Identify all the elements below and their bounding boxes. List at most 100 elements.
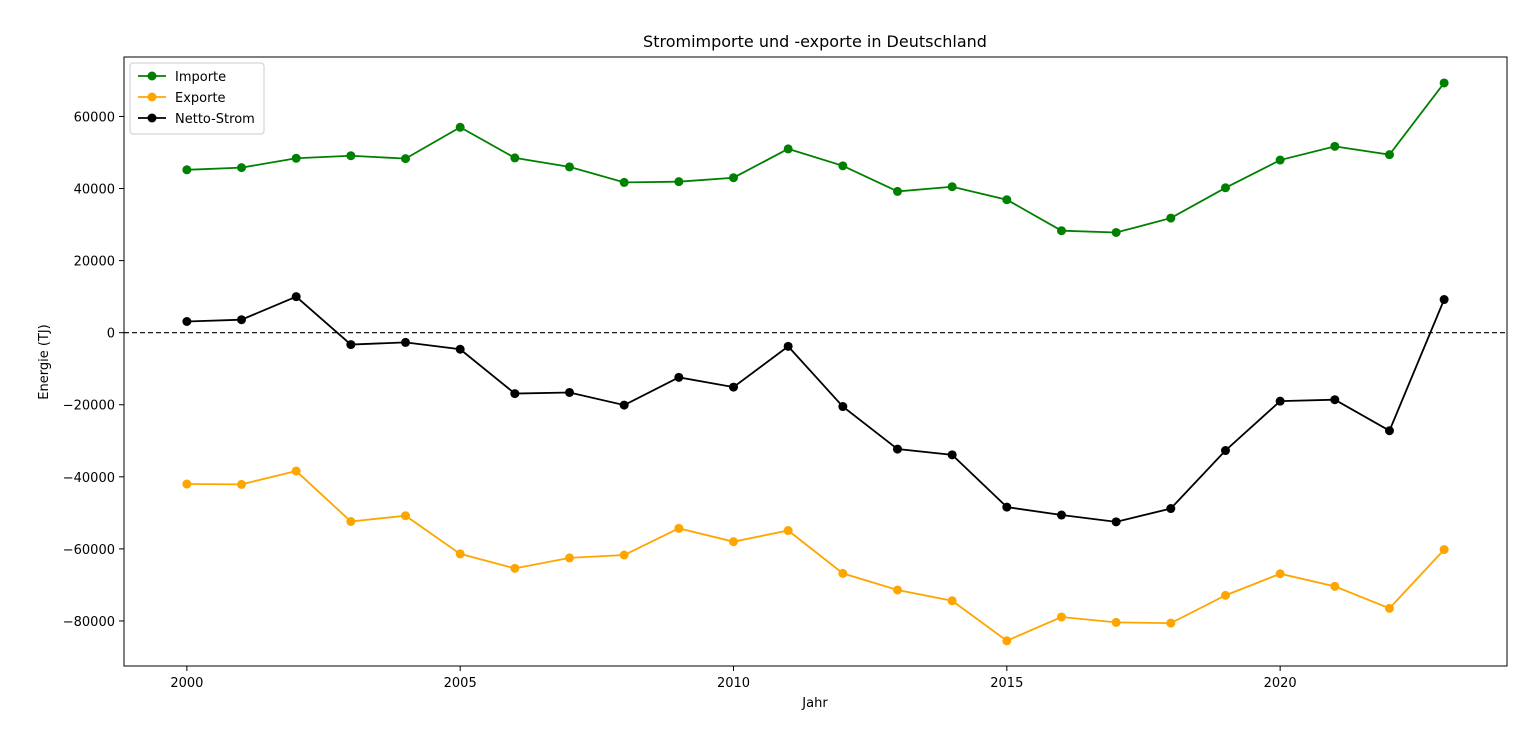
data-point-importe [783,144,793,154]
data-point-importe [565,162,575,172]
data-point-exporte [237,479,247,489]
series-line-exporte [186,470,1445,642]
data-point-importe [729,173,739,183]
data-point-netto-strom [783,341,793,351]
data-point-exporte [1111,617,1121,627]
legend-marker [147,71,157,81]
data-point-importe [1275,155,1285,165]
data-point-netto-strom [947,450,957,460]
x-tick-label: 2010 [717,676,750,691]
x-tick-label: 2020 [1264,676,1297,691]
legend-label: Netto-Strom [175,112,255,127]
data-point-importe [1330,141,1340,151]
data-point-netto-strom [619,400,629,410]
data-point-importe [619,177,629,187]
data-point-exporte [1002,636,1012,646]
data-point-exporte [401,511,411,521]
data-point-importe [1220,183,1230,193]
data-point-importe [346,151,356,161]
legend: Importe Exporte Netto-Strom [129,62,265,135]
y-tick-label: −20000 [63,399,115,414]
data-point-importe [401,154,411,164]
data-point-importe [892,186,902,196]
data-point-importe [1384,150,1394,160]
y-tick-label: −40000 [63,471,115,486]
data-point-importe [455,122,465,132]
data-point-exporte [1384,603,1394,613]
series-line-netto-strom [186,295,1445,523]
data-point-importe [674,177,684,187]
data-point-netto-strom [838,402,848,412]
legend-marker [147,113,157,123]
legend-label: Exporte [175,91,226,106]
data-point-exporte [1220,590,1230,600]
data-point-exporte [346,516,356,526]
data-point-exporte [182,479,192,489]
data-point-netto-strom [1220,446,1230,456]
data-point-netto-strom [510,389,520,399]
data-point-importe [237,163,247,173]
data-point-exporte [892,585,902,595]
data-point-exporte [1056,612,1066,622]
data-point-exporte [455,549,465,559]
data-point-exporte [619,550,629,560]
y-tick-label: 60000 [74,110,115,125]
data-point-exporte [1439,545,1449,555]
data-point-exporte [565,553,575,563]
legend-label: Importe [175,70,226,85]
data-point-importe [947,182,957,192]
data-point-netto-strom [455,344,465,354]
data-point-importe [1056,226,1066,236]
axes-frame [123,56,1508,667]
data-point-netto-strom [346,340,356,350]
y-tick-label: 40000 [74,183,115,198]
data-point-importe [182,165,192,175]
data-point-netto-strom [565,387,575,397]
data-point-importe [291,153,301,163]
y-tick-label: 0 [107,327,115,342]
data-point-netto-strom [1384,426,1394,436]
y-tick-label: 20000 [74,255,115,270]
x-tick-label: 2000 [170,676,203,691]
data-point-netto-strom [1330,395,1340,405]
data-point-importe [1111,227,1121,237]
x-tick-label: 2015 [990,676,1023,691]
data-point-exporte [838,568,848,578]
data-point-netto-strom [1166,504,1176,514]
chart-title: Stromimporte und -exporte in Deutschland [643,32,987,51]
data-point-netto-strom [1002,502,1012,512]
series-line-importe [186,82,1445,234]
x-axis-label: Jahr [801,696,828,711]
data-point-exporte [674,523,684,533]
y-axis-label: Energie (TJ) [37,324,52,399]
data-point-netto-strom [237,315,247,325]
data-point-exporte [729,537,739,547]
data-point-netto-strom [291,292,301,302]
x-tick-label: 2005 [444,676,477,691]
data-point-importe [510,153,520,163]
plot-area: 2000 2005 2010 2015 2020 −80000 −60000 −40000 −2… [63,56,1508,691]
data-point-netto-strom [674,372,684,382]
data-point-netto-strom [1111,517,1121,527]
data-point-exporte [783,526,793,536]
data-point-exporte [1275,569,1285,579]
data-point-netto-strom [182,317,192,327]
data-point-netto-strom [729,382,739,392]
data-point-importe [838,161,848,171]
y-tick-label: −80000 [63,615,115,630]
data-point-exporte [1330,581,1340,591]
data-point-exporte [291,466,301,476]
data-point-importe [1002,195,1012,205]
data-point-netto-strom [892,444,902,454]
legend-box [129,62,265,135]
data-point-netto-strom [1439,295,1449,305]
data-point-netto-strom [1275,396,1285,406]
data-point-importe [1439,78,1449,88]
data-point-netto-strom [401,337,411,347]
data-point-exporte [1166,618,1176,628]
data-point-importe [1166,213,1176,223]
data-point-netto-strom [1056,510,1066,520]
y-tick-label: −60000 [63,543,115,558]
data-point-exporte [510,563,520,573]
